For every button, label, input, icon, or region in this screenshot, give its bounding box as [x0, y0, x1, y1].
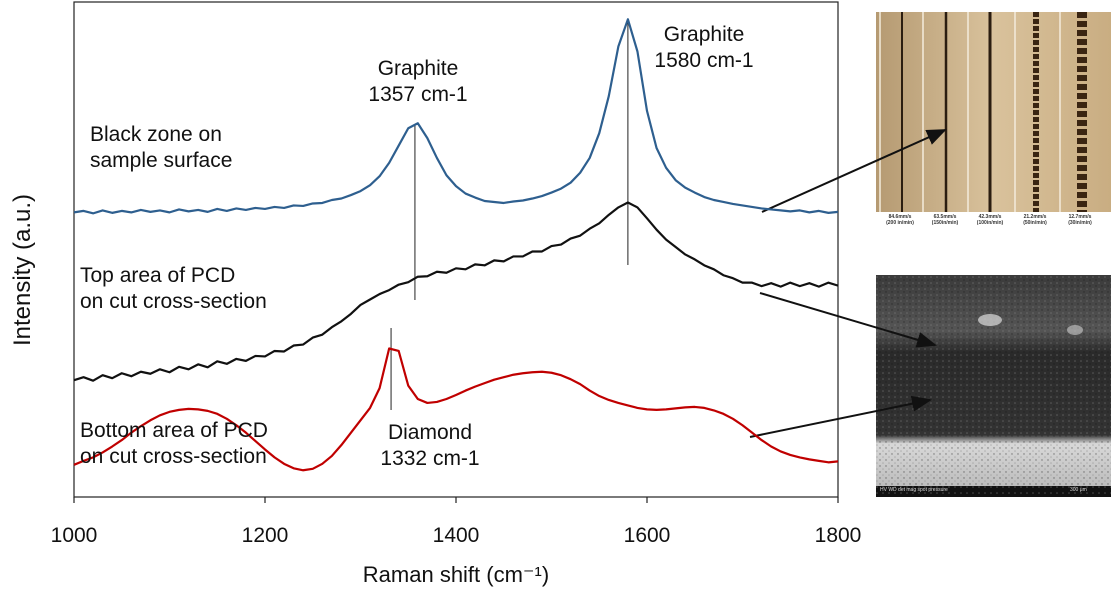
x-tick-label: 1200 — [242, 524, 289, 547]
x-axis-label: Raman shift (cm⁻¹) — [363, 562, 549, 587]
x-tick-label: 1400 — [433, 524, 480, 547]
photo-inset — [876, 12, 1111, 234]
annotation: Graphite 1357 cm-1 — [368, 57, 468, 106]
photo-caption: 84.6mm/s (200 in/min) — [886, 214, 914, 226]
arrow — [759, 292, 937, 348]
photo-caption: 42.3mm/s (100in/min) — [976, 214, 1004, 226]
annotation: Graphite 1580 cm-1 — [654, 23, 754, 72]
series-line — [73, 347, 839, 472]
x-tick-label: 1800 — [815, 524, 862, 547]
series-label: Black zone on sample surface — [90, 123, 233, 172]
series-label: Top area of PCD on cut cross-section — [80, 264, 267, 313]
series-line — [73, 18, 839, 215]
photo-caption: 12.7mm/s (30in/min) — [1068, 214, 1092, 226]
y-axis-label: Intensity (a.u.) — [9, 194, 36, 346]
x-tick-label: 1000 — [51, 524, 98, 547]
photo-caption: 63.5mm/s (150in/min) — [931, 214, 959, 226]
series-line — [73, 201, 839, 382]
arrow — [761, 129, 947, 213]
x-tick-label: 1600 — [624, 524, 671, 547]
sem-footer: HV WD det mag spot pressure — [880, 487, 948, 493]
series-label: Bottom area of PCD on cut cross-section — [80, 419, 268, 468]
sem-scale: 300 μm — [1070, 487, 1087, 493]
sem-inset — [876, 275, 1111, 497]
photo-caption: 21.2mm/s (50in/min) — [1023, 214, 1047, 226]
arrow — [749, 395, 932, 438]
annotation: Diamond 1332 cm-1 — [380, 421, 480, 470]
